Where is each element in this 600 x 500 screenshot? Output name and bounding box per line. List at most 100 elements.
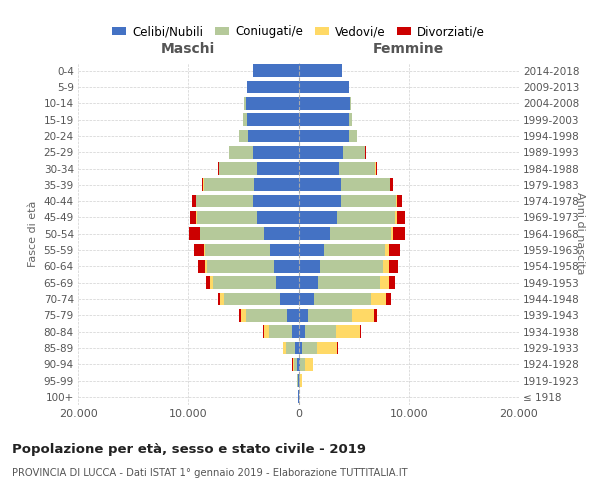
Bar xyxy=(371,292,386,306)
Bar xyxy=(283,342,286,354)
Bar xyxy=(317,342,337,354)
Bar xyxy=(196,211,197,224)
Bar xyxy=(212,276,276,289)
Bar xyxy=(305,358,313,370)
Bar xyxy=(224,292,280,306)
Bar xyxy=(274,260,299,272)
Bar xyxy=(299,178,341,191)
Bar xyxy=(385,244,389,256)
Bar xyxy=(343,146,365,158)
Bar xyxy=(203,178,254,191)
Bar xyxy=(286,342,295,354)
Bar xyxy=(390,178,392,191)
Bar xyxy=(206,276,211,289)
Bar xyxy=(299,80,349,94)
Bar xyxy=(247,80,299,94)
Bar xyxy=(350,97,351,110)
Bar xyxy=(300,358,305,370)
Bar xyxy=(299,146,343,158)
Y-axis label: Fasce di età: Fasce di età xyxy=(28,200,38,267)
Bar xyxy=(352,309,374,322)
Bar xyxy=(300,374,302,387)
Bar xyxy=(396,195,397,207)
Bar xyxy=(386,292,391,306)
Bar xyxy=(218,292,220,306)
Bar xyxy=(293,358,294,370)
Bar xyxy=(299,228,330,240)
Bar xyxy=(299,276,318,289)
Bar xyxy=(297,358,299,370)
Bar xyxy=(323,244,385,256)
Bar xyxy=(196,195,253,207)
Bar xyxy=(374,309,377,322)
Bar xyxy=(211,276,212,289)
Bar xyxy=(299,211,337,224)
Bar xyxy=(253,64,299,77)
Bar xyxy=(297,374,298,387)
Bar xyxy=(395,211,397,224)
Legend: Celibi/Nubili, Coniugati/e, Vedovi/e, Divorziati/e: Celibi/Nubili, Coniugati/e, Vedovi/e, Di… xyxy=(107,20,490,43)
Text: Femmine: Femmine xyxy=(373,42,445,56)
Bar xyxy=(257,211,299,224)
Bar xyxy=(190,211,196,224)
Bar xyxy=(299,358,300,370)
Bar xyxy=(269,325,292,338)
Bar xyxy=(241,309,246,322)
Bar xyxy=(335,325,359,338)
Bar xyxy=(253,146,299,158)
Text: Maschi: Maschi xyxy=(161,42,215,56)
Bar xyxy=(380,276,389,289)
Bar xyxy=(229,146,253,158)
Bar xyxy=(218,162,219,175)
Bar xyxy=(247,113,299,126)
Bar xyxy=(292,325,299,338)
Bar xyxy=(207,260,274,272)
Bar xyxy=(205,244,271,256)
Bar xyxy=(280,292,299,306)
Bar xyxy=(244,97,246,110)
Bar xyxy=(341,195,396,207)
Bar xyxy=(295,342,299,354)
Bar xyxy=(219,162,257,175)
Bar xyxy=(197,211,257,224)
Bar xyxy=(376,162,377,175)
Bar xyxy=(276,276,299,289)
Y-axis label: Anni di nascita: Anni di nascita xyxy=(575,192,586,275)
Bar xyxy=(299,342,302,354)
Bar xyxy=(389,276,395,289)
Bar xyxy=(239,130,248,142)
Bar xyxy=(294,358,297,370)
Text: Popolazione per età, sesso e stato civile - 2019: Popolazione per età, sesso e stato civil… xyxy=(12,442,366,456)
Bar xyxy=(349,130,357,142)
Bar xyxy=(349,113,352,126)
Bar xyxy=(341,178,389,191)
Bar xyxy=(383,260,389,272)
Bar xyxy=(339,162,375,175)
Bar xyxy=(246,309,287,322)
Bar xyxy=(189,228,200,240)
Bar xyxy=(220,292,224,306)
Bar xyxy=(389,244,400,256)
Bar xyxy=(308,309,352,322)
Bar xyxy=(299,325,305,338)
Bar xyxy=(248,130,299,142)
Bar xyxy=(299,260,320,272)
Bar xyxy=(298,374,299,387)
Bar xyxy=(299,64,343,77)
Bar xyxy=(194,244,204,256)
Bar xyxy=(299,97,350,110)
Bar xyxy=(299,195,341,207)
Bar xyxy=(392,228,404,240)
Bar xyxy=(200,228,264,240)
Bar xyxy=(254,178,299,191)
Bar xyxy=(299,113,349,126)
Bar xyxy=(263,325,269,338)
Bar xyxy=(397,211,404,224)
Text: PROVINCIA DI LUCCA - Dati ISTAT 1° gennaio 2019 - Elaborazione TUTTITALIA.IT: PROVINCIA DI LUCCA - Dati ISTAT 1° genna… xyxy=(12,468,407,477)
Bar xyxy=(202,178,203,191)
Bar xyxy=(299,162,339,175)
Bar xyxy=(314,292,371,306)
Bar xyxy=(253,195,299,207)
Bar xyxy=(299,309,308,322)
Bar xyxy=(299,244,323,256)
